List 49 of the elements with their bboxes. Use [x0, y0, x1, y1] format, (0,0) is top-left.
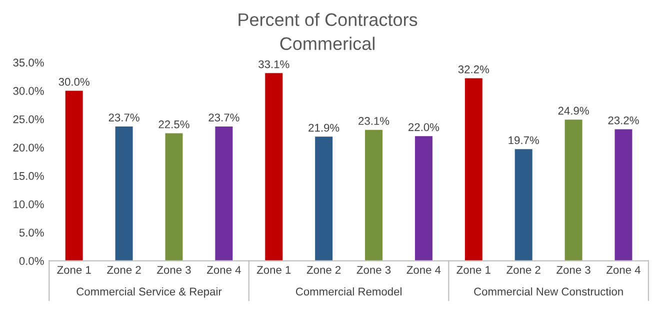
data-label: 21.9% [308, 124, 340, 132]
x-tick-label: Zone 4 [606, 266, 640, 274]
data-label: 22.5% [158, 120, 190, 128]
y-tick-label: 10.0% [14, 200, 44, 208]
y-tick-label: 5.0% [19, 228, 44, 237]
data-label: 23.1% [358, 117, 390, 125]
x-tick-label: Zone 1 [57, 266, 91, 274]
text: Commercial Remodel [296, 287, 402, 296]
data-label: 30.0% [58, 78, 90, 86]
bar [564, 120, 582, 261]
y-tick-label: 0.0% [19, 257, 44, 265]
x-tick-label: Zone 2 [107, 266, 141, 274]
chart-subtitle: Commerical [280, 36, 374, 50]
x-tick-label: Zone 4 [406, 266, 441, 274]
chart-title: Percent of Contractors [238, 12, 418, 26]
y-tick-label: 15.0% [14, 172, 44, 180]
y-tick-label: 35.0% [13, 58, 44, 67]
y-tick-label: 30.0% [13, 87, 44, 95]
data-label: 19.7% [508, 136, 539, 144]
bar [414, 136, 432, 261]
bar [165, 133, 183, 261]
data-label: 33.1% [258, 60, 290, 68]
x-tick-label: Zone 1 [256, 266, 291, 274]
bar [514, 149, 532, 261]
bar [614, 129, 632, 261]
y-tick-label: 25.0% [13, 115, 44, 124]
x-tick-label: Zone 3 [356, 266, 391, 274]
data-label: 22.0% [408, 123, 440, 132]
x-tick-label: Zone 2 [306, 266, 341, 274]
bar [464, 78, 482, 261]
x-tick-label: Zone 4 [206, 266, 241, 274]
bar [315, 136, 333, 261]
bar [115, 126, 133, 261]
x-tick-label: Zone 3 [556, 266, 590, 274]
y-tick-label: 20.0% [13, 144, 44, 152]
data-label: 23.7% [208, 114, 240, 122]
bar [365, 130, 382, 261]
bar [265, 73, 283, 261]
data-label: 23.2% [608, 116, 639, 124]
data-label: 24.9% [558, 106, 589, 115]
text: Commercial New Construction [474, 287, 623, 296]
bar [215, 126, 233, 261]
data-label: 32.2% [458, 65, 490, 74]
data-label: 23.7% [108, 114, 140, 122]
text: Commercial Service & Repair [76, 287, 222, 298]
x-tick-label: Zone 2 [506, 266, 540, 274]
x-tick-label: Zone 3 [157, 266, 191, 274]
x-tick-label: Zone 1 [456, 266, 490, 274]
bar [65, 90, 83, 261]
